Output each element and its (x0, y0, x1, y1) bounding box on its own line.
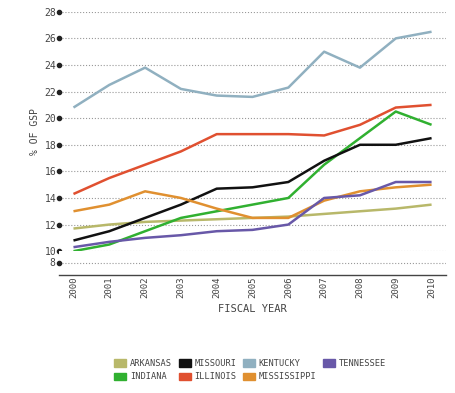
ARKANSAS (429, 202, 435, 207)
Y-axis label: % OF GSP: % OF GSP (30, 108, 40, 155)
TENNESSEE (250, 228, 255, 232)
ARKANSAS (178, 218, 184, 223)
MISSOURI (71, 238, 76, 243)
ILLINOIS (178, 149, 184, 154)
KENTUCKY (286, 85, 291, 90)
TENNESSEE (178, 233, 184, 237)
ARKANSAS (214, 217, 219, 222)
Line: ARKANSAS: ARKANSAS (73, 205, 432, 229)
MISSOURI (429, 136, 435, 140)
MISSOURI (106, 229, 112, 233)
INDIANA (393, 109, 399, 114)
MISSOURI (321, 158, 327, 163)
INDIANA (250, 202, 255, 207)
MISSOURI (286, 180, 291, 184)
KENTUCKY (250, 95, 255, 99)
INDIANA (429, 123, 435, 127)
INDIANA (321, 162, 327, 167)
MISSISSIPPI (429, 182, 435, 187)
INDIANA (142, 229, 148, 233)
ILLINOIS (250, 132, 255, 136)
MISSISSIPPI (286, 215, 291, 220)
ILLINOIS (429, 103, 435, 107)
TENNESSEE (106, 239, 112, 244)
Line: MISSOURI: MISSOURI (73, 138, 432, 241)
TENNESSEE (214, 229, 219, 233)
KENTUCKY (106, 83, 112, 87)
TENNESSEE (321, 196, 327, 200)
KENTUCKY (71, 105, 76, 110)
KENTUCKY (142, 65, 148, 70)
ILLINOIS (71, 192, 76, 196)
ARKANSAS (71, 226, 76, 231)
MISSISSIPPI (250, 215, 255, 220)
MISSISSIPPI (71, 209, 76, 214)
X-axis label: FISCAL YEAR: FISCAL YEAR (218, 303, 287, 314)
Line: ILLINOIS: ILLINOIS (73, 105, 432, 194)
INDIANA (71, 249, 76, 253)
INDIANA (286, 196, 291, 200)
Legend: ARKANSAS, INDIANA, MISSOURI, ILLINOIS, KENTUCKY, MISSISSIPPI, TENNESSEE: ARKANSAS, INDIANA, MISSOURI, ILLINOIS, K… (111, 356, 389, 385)
MISSISSIPPI (178, 196, 184, 200)
TENNESSEE (142, 235, 148, 240)
ILLINOIS (106, 176, 112, 180)
KENTUCKY (321, 50, 327, 54)
KENTUCKY (214, 93, 219, 98)
TENNESSEE (357, 193, 363, 198)
TENNESSEE (286, 222, 291, 227)
KENTUCKY (178, 86, 184, 91)
MISSOURI (393, 142, 399, 147)
ILLINOIS (214, 132, 219, 136)
Line: KENTUCKY: KENTUCKY (73, 32, 432, 108)
TENNESSEE (393, 180, 399, 184)
ILLINOIS (286, 132, 291, 136)
MISSISSIPPI (106, 202, 112, 207)
Line: INDIANA: INDIANA (73, 112, 432, 251)
ARKANSAS (286, 214, 291, 219)
MISSOURI (178, 202, 184, 207)
ILLINOIS (357, 123, 363, 127)
TENNESSEE (429, 180, 435, 184)
MISSISSIPPI (214, 206, 219, 211)
INDIANA (106, 242, 112, 247)
MISSOURI (142, 215, 148, 220)
Line: MISSISSIPPI: MISSISSIPPI (73, 185, 432, 218)
ILLINOIS (142, 162, 148, 167)
ILLINOIS (393, 105, 399, 110)
MISSOURI (250, 185, 255, 190)
ARKANSAS (250, 215, 255, 220)
ARKANSAS (142, 220, 148, 224)
Text: 8: 8 (50, 258, 56, 268)
ARKANSAS (106, 222, 112, 227)
INDIANA (178, 215, 184, 220)
ARKANSAS (321, 211, 327, 216)
MISSISSIPPI (142, 189, 148, 194)
MISSISSIPPI (357, 189, 363, 194)
ILLINOIS (321, 133, 327, 138)
Line: TENNESSEE: TENNESSEE (73, 182, 432, 247)
INDIANA (357, 136, 363, 140)
MISSOURI (357, 142, 363, 147)
MISSOURI (214, 186, 219, 191)
KENTUCKY (357, 65, 363, 70)
KENTUCKY (393, 36, 399, 41)
TENNESSEE (71, 245, 76, 250)
ARKANSAS (357, 209, 363, 214)
INDIANA (214, 209, 219, 214)
ARKANSAS (393, 206, 399, 211)
KENTUCKY (429, 29, 435, 34)
MISSISSIPPI (321, 198, 327, 203)
MISSISSIPPI (393, 185, 399, 190)
